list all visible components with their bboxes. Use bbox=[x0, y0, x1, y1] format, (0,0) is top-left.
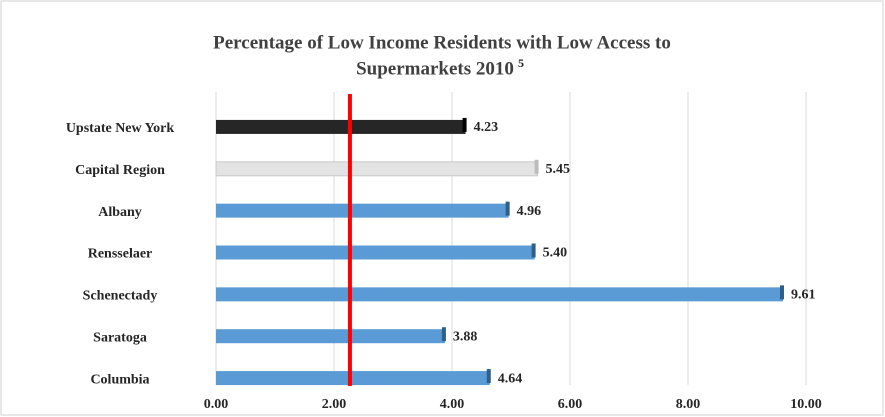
bar bbox=[216, 287, 783, 302]
x-tick-label: 2.00 bbox=[322, 397, 347, 412]
value-label: 5.45 bbox=[546, 162, 571, 177]
bar-end bbox=[505, 201, 510, 216]
x-tick-label: 6.00 bbox=[558, 397, 583, 412]
x-tick-label: 0.00 bbox=[204, 397, 229, 412]
title-footnote: 5 bbox=[518, 56, 524, 70]
y-tick-label: Columbia bbox=[90, 372, 149, 387]
bar bbox=[216, 245, 535, 260]
bar bbox=[216, 119, 466, 134]
bar bbox=[216, 329, 445, 344]
y-tick-label: Albany bbox=[98, 205, 142, 220]
y-tick-label: Schenectady bbox=[83, 289, 158, 304]
value-label: 4.96 bbox=[517, 204, 542, 219]
y-tick-label: Capital Region bbox=[75, 163, 165, 178]
x-tick-label: 8.00 bbox=[676, 397, 701, 412]
bar bbox=[215, 161, 539, 177]
chart-title: Supermarkets 2010 bbox=[356, 58, 514, 79]
bar-end bbox=[779, 285, 784, 300]
bar-end bbox=[441, 327, 446, 342]
value-label: 3.88 bbox=[453, 329, 478, 344]
value-label: 9.61 bbox=[791, 288, 816, 303]
chart-title: Percentage of Low Income Residents with … bbox=[213, 32, 671, 53]
value-label: 5.40 bbox=[543, 246, 568, 261]
y-tick-label: Upstate New York bbox=[66, 121, 175, 136]
bar-end bbox=[486, 369, 491, 384]
bar-end bbox=[531, 243, 536, 258]
x-tick-label: 4.00 bbox=[440, 397, 465, 412]
bar bbox=[216, 203, 509, 218]
y-tick-label: Rensselaer bbox=[88, 247, 153, 262]
y-tick-label: Saratoga bbox=[93, 330, 147, 345]
x-tick-label: 10.00 bbox=[790, 397, 822, 412]
value-label: 4.64 bbox=[498, 371, 523, 386]
bar-end bbox=[534, 159, 539, 174]
bar bbox=[216, 371, 490, 386]
value-label: 4.23 bbox=[474, 120, 499, 135]
bar-end bbox=[462, 117, 467, 132]
